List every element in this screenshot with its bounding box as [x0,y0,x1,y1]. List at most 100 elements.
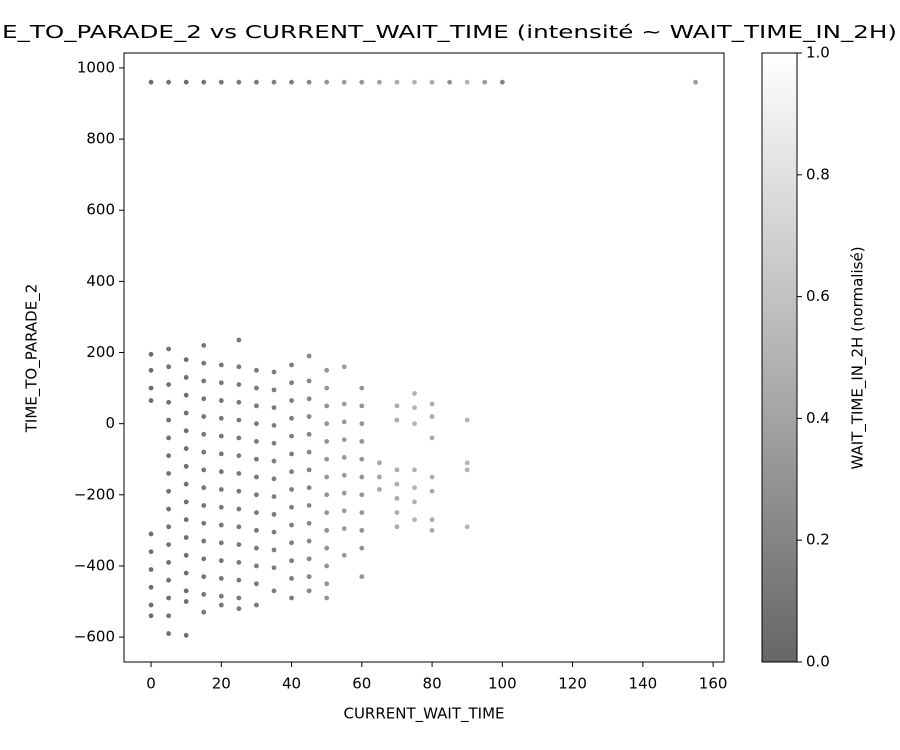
colorbar-tick-label: 0.2 [806,531,830,549]
y-tick-label: 400 [86,272,115,290]
point [201,538,207,544]
point [394,495,400,501]
point [236,337,242,343]
point [341,526,347,532]
point [429,79,435,85]
point [201,592,207,597]
point [201,360,207,366]
point [166,435,172,441]
point [376,487,382,492]
point [412,467,417,473]
point [271,494,277,499]
point [324,385,330,391]
point [271,511,277,517]
colorbar-tick-label: 1.0 [806,44,830,62]
point [289,595,294,601]
point [218,558,224,564]
x-tick-label: 80 [423,675,442,693]
point [289,558,294,564]
point [341,79,347,85]
point [254,602,259,608]
point [166,506,172,512]
point [254,79,259,85]
point [201,396,207,402]
point [412,421,417,427]
point [429,414,435,419]
point [218,593,224,599]
point [359,510,365,515]
point [341,364,347,370]
point [289,79,294,85]
point [254,474,259,480]
point [499,79,505,85]
point [201,431,207,437]
point [201,503,207,508]
y-tick-label: 600 [86,201,115,219]
point [166,346,172,352]
y-tick-label: 0 [105,414,115,432]
y-tick-label: −400 [74,556,115,574]
point [254,545,259,551]
point [359,439,365,444]
point [254,456,259,462]
x-tick-label: 120 [558,675,587,693]
point [271,529,277,535]
point [324,367,330,373]
point [166,577,172,583]
point [201,79,207,85]
point [359,545,365,551]
point [236,488,242,494]
point [254,510,259,515]
point [236,453,242,459]
point [359,385,365,391]
point [218,540,224,546]
point [236,435,242,441]
point [236,364,242,370]
point [289,362,294,368]
point [359,403,365,409]
point [412,79,417,85]
point [341,437,347,443]
x-tick-label: 20 [212,675,231,693]
point [236,542,242,548]
point [359,474,365,480]
point [447,79,453,85]
point [289,487,294,492]
point [289,576,294,581]
point [341,490,347,496]
point [166,631,172,636]
plot-frame [123,52,725,663]
point [183,392,189,398]
point [218,469,224,475]
point [412,391,417,396]
point [236,577,242,583]
point [166,399,172,405]
point [324,439,330,444]
point [236,524,242,530]
point [271,588,277,594]
point [341,508,347,514]
point [394,481,400,487]
point [166,417,172,423]
point [289,522,294,528]
point [306,485,312,491]
point [254,563,259,569]
point [271,565,277,571]
point [306,431,312,437]
point [306,520,312,526]
point [148,549,154,555]
point [271,423,277,428]
colorbar-label: WAIT_TIME_IN_2H (normalisé) [849,246,868,469]
point [324,545,330,551]
point [183,499,189,505]
point [254,439,259,444]
point [183,357,189,363]
point [289,504,294,510]
point [271,440,277,446]
point [324,403,330,409]
point [289,415,294,421]
point [201,574,207,580]
point [236,417,242,423]
point [236,559,242,565]
